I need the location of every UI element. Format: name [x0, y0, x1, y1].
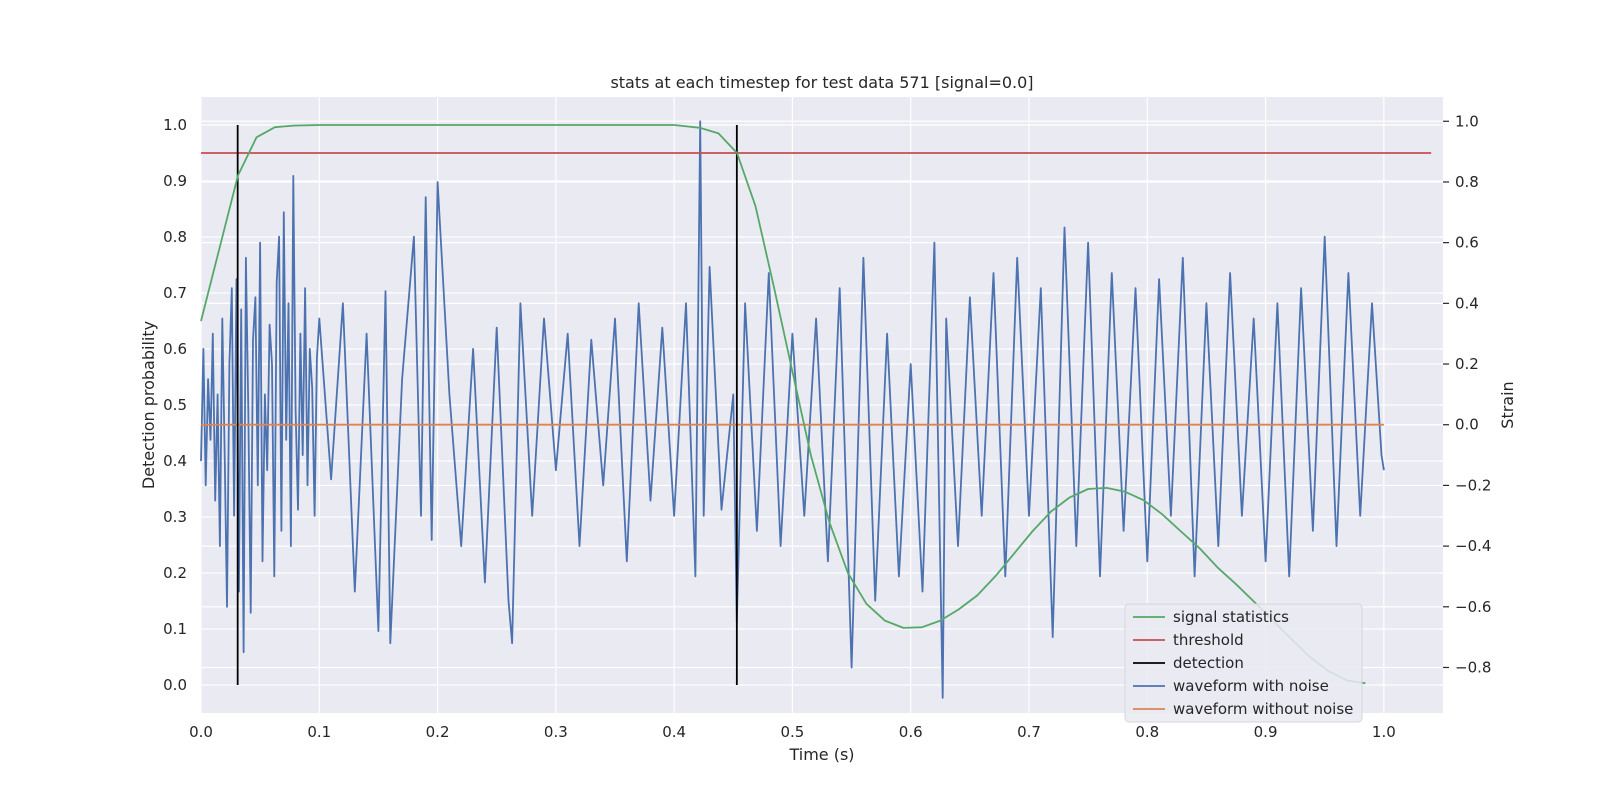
x-tick-label: 0.2: [426, 723, 450, 741]
legend-box: [1124, 603, 1363, 723]
series-waveform-with-noise: [200, 120, 1385, 699]
x-tick-label: 0.8: [1135, 723, 1159, 741]
y2-tick-label: −0.6: [1455, 598, 1491, 616]
legend-label: detection: [1173, 654, 1244, 672]
y-tick-label: 0.0: [163, 676, 187, 694]
y2-tick-label: −0.4: [1455, 537, 1491, 555]
y-axis-title: Detection probability: [139, 321, 158, 489]
legend: signal statistics threshold detection wavef…: [1124, 603, 1363, 723]
x-tick-label: 0.3: [544, 723, 568, 741]
x-tick-label: 0.5: [780, 723, 804, 741]
y2-tick-label: 1.0: [1455, 112, 1479, 130]
y2-tick-label: 0.4: [1455, 294, 1479, 312]
x-tick-label: 0.9: [1254, 723, 1278, 741]
y2-tick-label: −0.8: [1455, 658, 1491, 676]
y2-axis-title: Strain: [1498, 381, 1517, 428]
x-tick-label: 0.4: [662, 723, 686, 741]
y2-tick-label: 0.2: [1455, 355, 1479, 373]
x-tick-label: 0.1: [307, 723, 331, 741]
y-tick-label: 0.5: [163, 396, 187, 414]
y2-tick-label: −0.2: [1455, 476, 1491, 494]
series-layer: [200, 120, 1432, 699]
y-tick-label: 0.6: [163, 340, 187, 358]
y-tick-label: 0.8: [163, 228, 187, 246]
y2-tick-label: 0.6: [1455, 234, 1479, 252]
legend-label: waveform with noise: [1173, 677, 1329, 695]
y-tick-label: 0.4: [163, 452, 187, 470]
y-tick-label: 1.0: [163, 116, 187, 134]
y-tick-label: 0.2: [163, 564, 187, 582]
y-tick-label: 0.3: [163, 508, 187, 526]
x-tick-label: 0.0: [189, 723, 213, 741]
x-tick-label: 0.7: [1017, 723, 1041, 741]
legend-label: signal statistics: [1173, 608, 1289, 626]
chart-title: stats at each timestep for test data 571…: [610, 73, 1033, 92]
y-tick-label: 0.9: [163, 172, 187, 190]
x-tick-label: 1.0: [1372, 723, 1396, 741]
series-signal-statistics: [200, 124, 1366, 685]
y-tick-label: 0.1: [163, 620, 187, 638]
y2-tick-label: 0.8: [1455, 173, 1479, 191]
legend-label: waveform without noise: [1173, 700, 1353, 718]
x-tick-label: 0.6: [899, 723, 923, 741]
legend-label: threshold: [1173, 631, 1244, 649]
x-axis-title: Time (s): [788, 745, 854, 764]
axes-layer: 0.0 0.1 0.2 0.3 0.4 0.5 0.6 0.7 0.8 0.9 1.0 0.0 0.1 0…: [163, 112, 1491, 741]
y2-tick-label: 0.0: [1455, 416, 1479, 434]
y-tick-label: 0.7: [163, 284, 187, 302]
